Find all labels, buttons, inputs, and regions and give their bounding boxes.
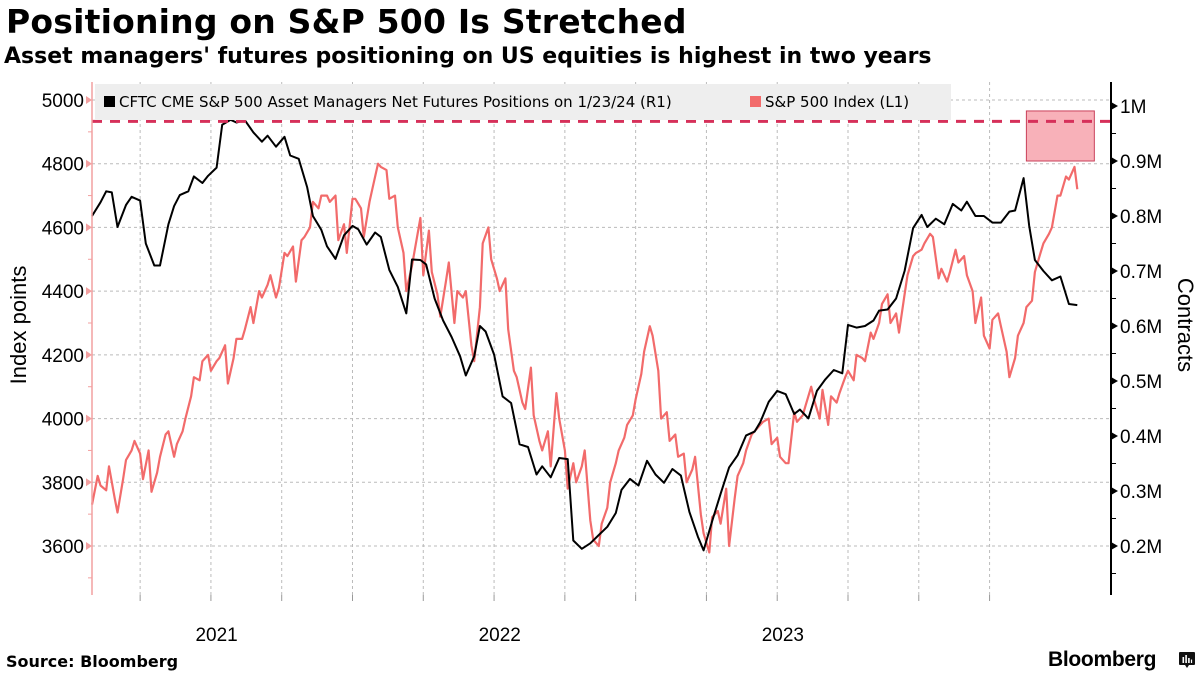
right-axis-tick bbox=[1111, 542, 1118, 550]
left-axis-tick bbox=[86, 287, 92, 296]
left-axis-tick-label: 5000 bbox=[42, 91, 84, 112]
chart-title: Positioning on S&P 500 Is Stretched bbox=[6, 2, 687, 41]
gridlines bbox=[92, 82, 1111, 595]
legend-swatch-index bbox=[750, 96, 761, 107]
right-axis-tick-label: 0.4M bbox=[1120, 427, 1162, 448]
bloomberg-chart-icon bbox=[1179, 652, 1195, 668]
right-axis-tick-label: 0.6M bbox=[1120, 317, 1162, 338]
right-axis-tick-label: 1M bbox=[1120, 97, 1146, 118]
right-axis-tick-label: 0.3M bbox=[1120, 482, 1162, 503]
bloomberg-logo-text: Bloomberg bbox=[1048, 648, 1157, 671]
right-axis-tick-label: 0.9M bbox=[1120, 152, 1162, 173]
right-axis-tick bbox=[1111, 377, 1118, 385]
series-line-sp500-index bbox=[90, 162, 1079, 554]
right-axis-tick-label: 0.2M bbox=[1120, 537, 1162, 558]
right-axis-tick bbox=[1111, 322, 1118, 330]
right-axis-tick bbox=[1111, 267, 1118, 275]
right-axis-tick-label: 0.8M bbox=[1120, 207, 1162, 228]
highlight-box bbox=[1025, 110, 1095, 162]
x-axis-tick-label: 2023 bbox=[762, 625, 804, 646]
series-layer bbox=[90, 118, 1079, 554]
right-axis-tick bbox=[1111, 157, 1118, 165]
left-axis-tick bbox=[86, 414, 92, 423]
highlight-layer bbox=[1025, 110, 1095, 162]
left-axis-tick bbox=[86, 350, 92, 359]
axes: 3600 3800 4000 4200 4400 4600 4800 5000 0.2M 0.3M… bbox=[42, 82, 1162, 646]
legend-background bbox=[95, 84, 951, 120]
left-axis-tick-label: 4800 bbox=[42, 155, 84, 176]
series-line-net-futures-positions bbox=[91, 118, 1078, 552]
left-axis-tick bbox=[86, 478, 92, 487]
left-axis-tick-label: 3600 bbox=[42, 537, 84, 558]
right-axis-tick bbox=[1111, 212, 1118, 220]
right-axis-tick bbox=[1111, 432, 1118, 440]
right-axis-tick-label: 0.7M bbox=[1120, 262, 1162, 283]
left-axis-tick bbox=[86, 542, 92, 550]
source-note: Source: Bloomberg bbox=[6, 652, 179, 671]
legend-label-positions: CFTC CME S&P 500 Asset Managers Net Futu… bbox=[119, 93, 672, 111]
right-axis-tick bbox=[1111, 102, 1118, 110]
left-axis-tick-label: 4400 bbox=[42, 282, 84, 303]
right-axis-title: Contracts bbox=[1173, 278, 1198, 372]
left-axis-tick bbox=[86, 159, 92, 168]
left-axis-tick-label: 4200 bbox=[42, 346, 84, 367]
left-axis-tick-label: 3800 bbox=[42, 473, 84, 494]
chart-subtitle: Asset managers' futures positioning on U… bbox=[4, 44, 932, 69]
left-axis-title: Index points bbox=[6, 266, 31, 385]
left-axis-tick bbox=[86, 96, 92, 104]
x-axis-tick-label: 2021 bbox=[195, 625, 237, 646]
right-axis-tick-label: 0.5M bbox=[1120, 372, 1162, 393]
left-axis-tick-label: 4000 bbox=[42, 410, 84, 431]
x-axis-tick-label: 2022 bbox=[479, 625, 521, 646]
right-axis-tick bbox=[1111, 487, 1118, 495]
legend-swatch-positions bbox=[104, 96, 115, 107]
left-axis-tick-label: 4600 bbox=[42, 218, 84, 239]
legend-label-index: S&P 500 Index (L1) bbox=[765, 93, 909, 111]
left-axis-tick bbox=[86, 223, 92, 232]
legend: CFTC CME S&P 500 Asset Managers Net Futu… bbox=[95, 84, 951, 120]
